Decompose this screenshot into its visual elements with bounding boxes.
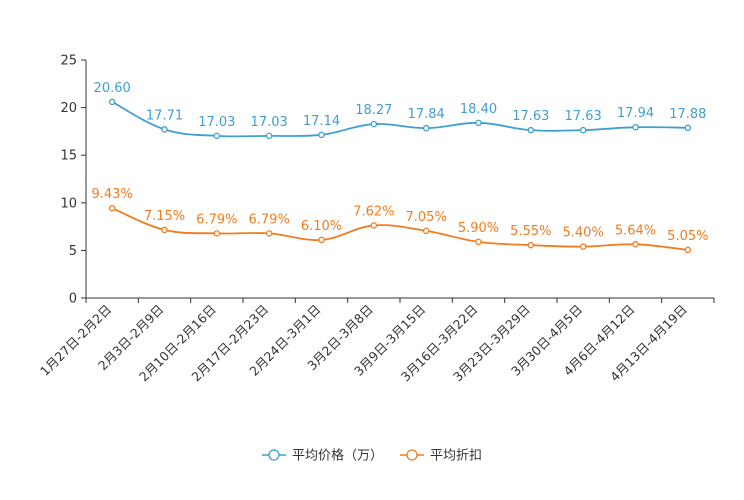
data-point <box>213 132 221 140</box>
y-tick-label: 20 <box>60 101 77 116</box>
data-label: 5.55% <box>510 224 551 239</box>
data-point <box>579 126 587 134</box>
series-line-0 <box>111 101 688 138</box>
data-point <box>684 246 692 254</box>
data-label: 9.43% <box>92 187 133 202</box>
data-label: 18.40 <box>460 102 497 117</box>
data-label: 7.62% <box>353 204 394 219</box>
data-label: 17.94 <box>617 106 654 121</box>
data-point <box>527 241 535 249</box>
data-point <box>161 226 168 234</box>
data-point <box>422 124 430 132</box>
data-point <box>632 241 639 248</box>
y-tick-label: 15 <box>60 149 77 164</box>
data-label: 17.84 <box>408 107 445 122</box>
data-point <box>213 230 221 237</box>
data-label: 7.05% <box>406 210 447 225</box>
data-label: 5.90% <box>458 221 499 236</box>
data-point <box>108 98 116 106</box>
data-label: 17.71 <box>146 108 183 123</box>
data-point <box>161 126 168 133</box>
data-label: 17.03 <box>198 115 235 130</box>
data-point <box>632 123 639 131</box>
data-point <box>422 227 430 235</box>
data-point <box>475 238 482 246</box>
legend-marker-0 <box>268 449 280 461</box>
data-point <box>108 204 116 212</box>
y-tick-label: 0 <box>69 292 77 307</box>
y-tick-label: 10 <box>60 196 77 211</box>
data-point <box>370 222 378 229</box>
legend-label-1: 平均折扣 <box>430 449 482 464</box>
data-label: 17.88 <box>669 107 706 122</box>
data-point <box>318 131 325 139</box>
data-label: 18.27 <box>355 103 392 118</box>
data-point <box>370 120 378 128</box>
data-point <box>527 126 535 134</box>
y-tick-label: 25 <box>60 54 77 69</box>
data-point <box>318 236 325 244</box>
data-label: 17.63 <box>512 109 549 124</box>
legend: 平均价格（万） 平均折扣 <box>262 448 482 464</box>
data-label: 5.64% <box>615 223 656 238</box>
legend-label-0: 平均价格（万） <box>292 448 383 464</box>
data-label: 6.79% <box>196 212 237 227</box>
data-label: 17.03 <box>251 115 288 130</box>
data-point <box>475 119 482 127</box>
data-point <box>579 243 587 250</box>
y-tick-label: 5 <box>69 244 77 259</box>
data-label: 17.63 <box>565 109 602 124</box>
data-label: 20.60 <box>94 81 131 96</box>
data-point <box>265 230 273 237</box>
data-label: 7.15% <box>144 209 185 224</box>
legend-marker-1 <box>406 449 418 461</box>
data-label: 6.79% <box>249 212 290 227</box>
data-label: 5.40% <box>563 226 604 241</box>
data-point <box>265 132 273 140</box>
data-label: 6.10% <box>301 219 342 234</box>
series-layer: 20.60 17.71 17.03 17.03 17.14 18.27 17.84 18.40… <box>92 81 708 254</box>
series-line-1 <box>111 207 688 251</box>
data-point <box>684 124 692 132</box>
data-label: 17.14 <box>303 114 340 129</box>
data-label: 5.05% <box>667 229 708 244</box>
